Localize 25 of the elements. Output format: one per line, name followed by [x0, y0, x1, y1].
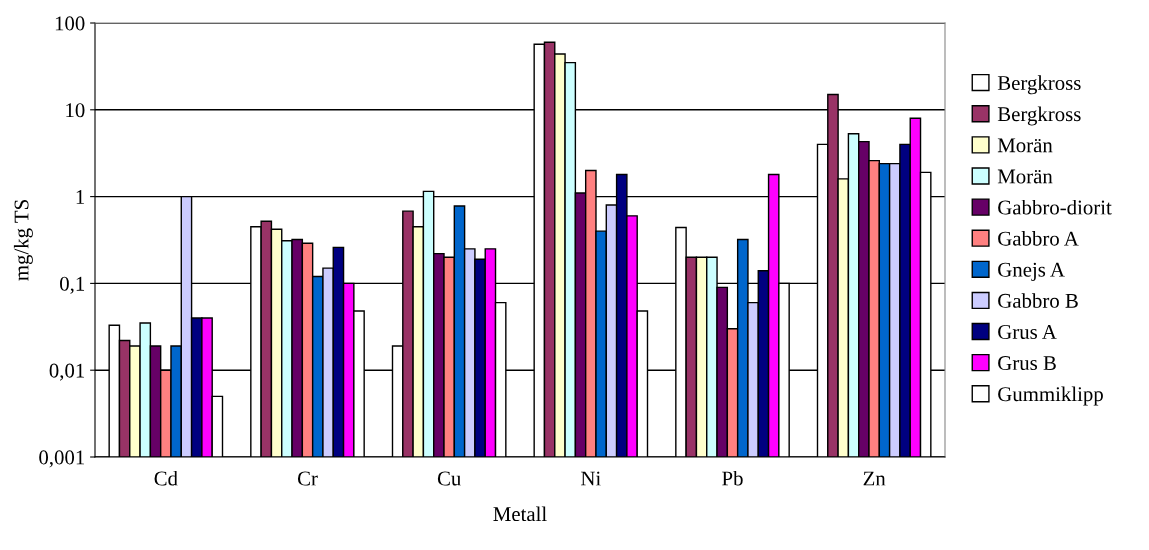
legend-label: Grus A: [998, 324, 1057, 339]
legend-label: Morän: [997, 138, 1053, 153]
x-tick-label: Cr: [297, 471, 318, 486]
x-tick-label: Cu: [437, 471, 461, 486]
y-tick-label: 0,001: [39, 450, 85, 468]
y-tick-label: 0,01: [49, 363, 85, 381]
y-tick-label: 0,1: [60, 276, 85, 294]
x-tick-label: Ni: [581, 471, 601, 486]
legend-label: Gabbro-diorit: [998, 199, 1112, 215]
legend-label: Grus B: [998, 356, 1056, 371]
x-tick-label: Cd: [154, 470, 178, 486]
legend-label: Bergkross: [997, 106, 1081, 126]
legend-label: Gabbro B: [998, 293, 1078, 308]
legend-label: Gabbro A: [998, 230, 1079, 246]
legend-label: Morän: [997, 169, 1053, 184]
y-tick-label: 10: [66, 103, 85, 118]
y-axis-title: mg/kg TS: [13, 200, 33, 281]
legend-label: Gummiklipp: [998, 386, 1103, 406]
legend-label: Bergkross: [997, 75, 1081, 95]
x-axis-title: Metall: [493, 506, 547, 522]
y-tick-label: 1: [76, 190, 85, 204]
x-tick-label: Pb: [722, 470, 743, 486]
x-tick-label: Zn: [863, 471, 886, 486]
legend-label: Gnejs A: [998, 262, 1065, 281]
y-tick-label: 100: [55, 16, 85, 31]
